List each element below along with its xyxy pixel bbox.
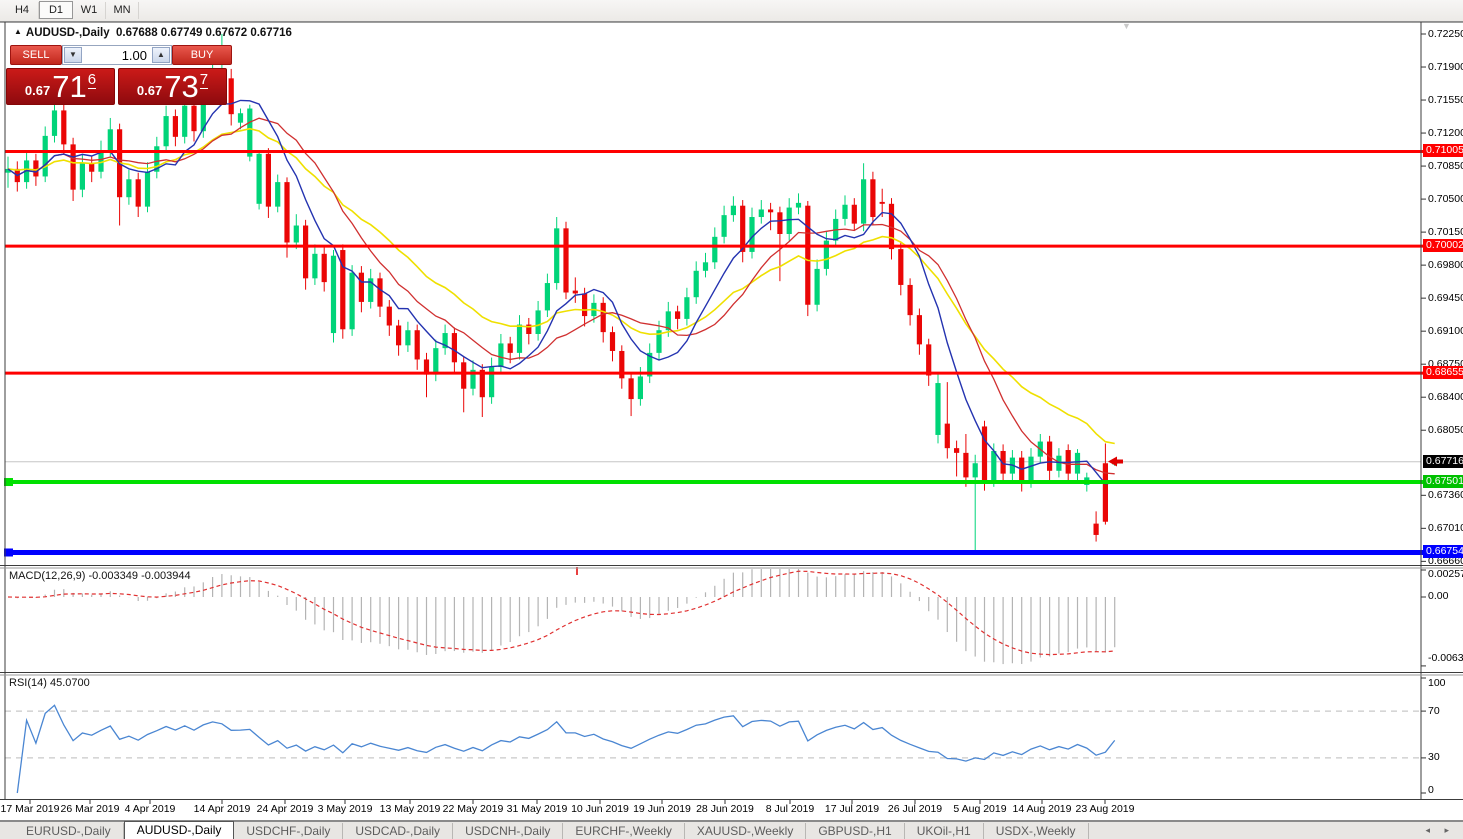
- price-axis-tick: 0.70500: [1428, 193, 1463, 206]
- date-axis-label: 13 May 2019: [379, 803, 441, 815]
- autoscroll-marker-icon[interactable]: ▼: [1122, 21, 1131, 31]
- chart-symbol-period: AUDUSD-,Daily: [25, 27, 110, 39]
- date-axis-label: 5 Aug 2019: [953, 803, 1007, 815]
- price-axis-tick: 0.71550: [1428, 94, 1463, 107]
- date-axis-label: 8 Jul 2019: [765, 803, 815, 815]
- buy-button[interactable]: BUY: [172, 45, 232, 65]
- date-axis-label: 17 Mar 2019: [0, 803, 60, 815]
- timeframe-button-mn[interactable]: MN: [106, 2, 139, 19]
- volume-decrease-button[interactable]: ▼: [64, 47, 82, 63]
- triangle-up-icon: ▲: [157, 50, 165, 59]
- date-axis-label: 19 Jun 2019: [633, 803, 691, 815]
- timeframe-button-d1[interactable]: D1: [39, 1, 73, 19]
- date-axis-label: 23 Aug 2019: [1075, 803, 1135, 815]
- price-axis-tick: 0.72250: [1428, 28, 1463, 40]
- price-axis-tick: 0.71200: [1428, 127, 1463, 140]
- buy-price-display[interactable]: 0.67 73 7: [118, 68, 227, 105]
- collapse-triangle-icon[interactable]: ▲: [14, 27, 22, 36]
- date-axis-label: 24 Apr 2019: [256, 803, 314, 815]
- rsi-axis-label: 30: [1428, 751, 1440, 763]
- date-axis-label: 4 Apr 2019: [124, 803, 176, 815]
- price-level-label: 0.68655: [1423, 366, 1463, 380]
- buy-price-pip: 7: [199, 71, 209, 89]
- chart-tab-eurchf[interactable]: EURCHF-,Weekly: [563, 823, 685, 839]
- volume-increase-button[interactable]: ▲: [152, 47, 170, 63]
- rsi-indicator-label: RSI(14) 45.0700: [9, 677, 90, 689]
- price-axis-tick: 0.70850: [1428, 160, 1463, 173]
- chart-tab-gbpusd[interactable]: GBPUSD-,H1: [806, 823, 905, 839]
- date-axis-label: 26 Mar 2019: [60, 803, 120, 815]
- price-axis-tick: 0.69800: [1428, 259, 1463, 272]
- timeframe-button-h4[interactable]: H4: [6, 2, 39, 19]
- price-axis-tick: 0.67360: [1428, 489, 1463, 502]
- chart-tab-usdcad[interactable]: USDCAD-,Daily: [343, 823, 454, 839]
- rsi-axis-label: 0: [1428, 784, 1434, 796]
- tab-scroll-arrows-icon[interactable]: ◂ ▸: [1425, 825, 1455, 835]
- price-axis-tick: 0.69100: [1428, 325, 1463, 338]
- chart-tab-ukoil[interactable]: UKOil-,H1: [905, 823, 984, 839]
- sell-button[interactable]: SELL: [10, 45, 62, 65]
- sell-price-prefix: 0.67: [24, 83, 51, 98]
- chart-tab-audusd[interactable]: AUDUSD-,Daily: [123, 821, 235, 839]
- sell-price-pip: 6: [87, 71, 97, 89]
- triangle-down-icon: ▼: [69, 50, 77, 59]
- price-level-label: 0.70002: [1423, 239, 1463, 253]
- chart-title: ▲ AUDUSD-,Daily 0.67688 0.67749 0.67672 0…: [14, 27, 292, 39]
- buy-price-big: 73: [164, 69, 199, 104]
- price-axis-tick: 0.67010: [1428, 522, 1463, 535]
- price-level-label: 0.66754: [1423, 545, 1463, 559]
- buy-price-prefix: 0.67: [136, 83, 163, 98]
- macd-indicator-label: MACD(12,26,9) -0.003349 -0.003944: [9, 570, 191, 582]
- date-axis-label: 3 May 2019: [317, 803, 373, 815]
- chart-tab-bar: EURUSD-,Daily AUDUSD-,Daily USDCHF-,Daily U…: [0, 821, 1463, 839]
- date-axis-label: 10 Jun 2019: [571, 803, 629, 815]
- price-axis-tick: 0.71900: [1428, 61, 1463, 74]
- date-axis-label: 14 Aug 2019: [1012, 803, 1072, 815]
- date-axis-label: 22 May 2019: [442, 803, 504, 815]
- chart-ohlc-readout: 0.67688 0.67749 0.67672 0.67716: [116, 27, 292, 39]
- chart-tab-xauusd[interactable]: XAUUSD-,Weekly: [685, 823, 807, 839]
- macd-axis-label: -0.006326: [1428, 652, 1463, 664]
- date-axis-label: 31 May 2019: [506, 803, 568, 815]
- price-axis-tick: 0.69450: [1428, 292, 1463, 305]
- sell-price-display[interactable]: 0.67 71 6: [6, 68, 115, 105]
- chart-tab-eurusd[interactable]: EURUSD-,Daily: [14, 823, 124, 839]
- chart-tab-usdx[interactable]: USDX-,Weekly: [984, 823, 1089, 839]
- date-axis-label: 14 Apr 2019: [193, 803, 251, 815]
- macd-axis-label: 0.002574: [1428, 568, 1463, 580]
- timeframe-button-w1[interactable]: W1: [73, 2, 106, 19]
- price-level-label: 0.67501: [1423, 475, 1463, 489]
- timeframe-toolbar: H4 D1 W1 MN: [0, 0, 1463, 22]
- price-level-label: 0.71005: [1423, 144, 1463, 158]
- chart-tab-usdcnh[interactable]: USDCNH-,Daily: [453, 823, 564, 839]
- volume-control: ▼ ▲: [62, 45, 172, 65]
- price-level-label: 0.67716: [1423, 454, 1463, 468]
- rsi-axis-label: 100: [1428, 677, 1446, 689]
- rsi-axis-label: 70: [1428, 705, 1440, 717]
- price-axis-tick: 0.70150: [1428, 226, 1463, 239]
- volume-input[interactable]: [83, 46, 147, 64]
- price-axis-tick: 0.68050: [1428, 424, 1463, 437]
- macd-axis-label: 0.00: [1428, 590, 1449, 602]
- date-axis-label: 28 Jun 2019: [696, 803, 754, 815]
- date-axis-label: 17 Jul 2019: [824, 803, 880, 815]
- sell-price-big: 71: [52, 69, 87, 104]
- price-axis-tick: 0.68400: [1428, 391, 1463, 404]
- chart-tab-usdchf[interactable]: USDCHF-,Daily: [234, 823, 344, 839]
- date-axis-label: 26 Jul 2019: [887, 803, 943, 815]
